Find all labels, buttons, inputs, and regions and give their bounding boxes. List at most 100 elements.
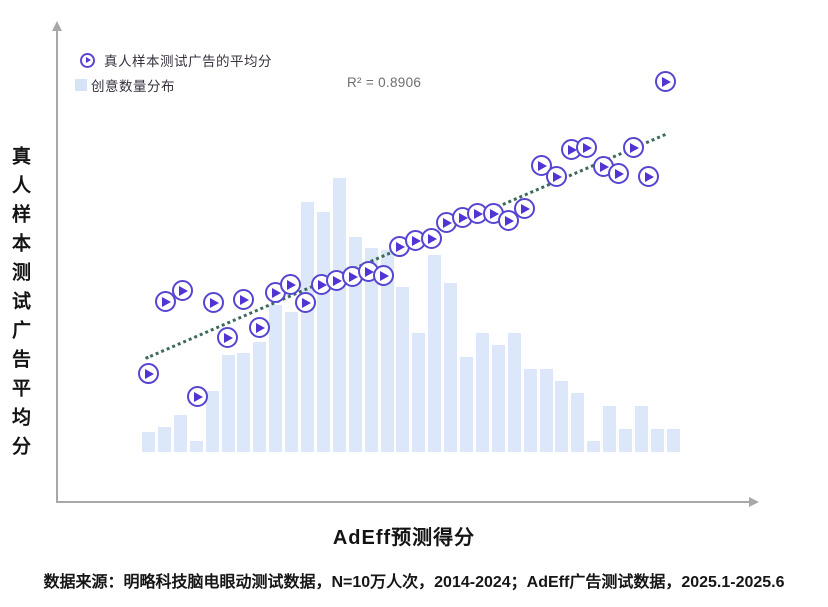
histogram-bar (523, 369, 537, 452)
play-triangle-icon (583, 142, 592, 153)
histogram-bar (475, 333, 489, 452)
scatter-point (655, 71, 676, 92)
play-triangle-icon (568, 144, 577, 155)
play-triangle-icon (428, 233, 437, 244)
scatter-point (373, 265, 394, 286)
histogram-bar (634, 406, 648, 452)
histogram-bar (253, 342, 267, 452)
play-triangle-icon (224, 332, 233, 343)
play-triangle-icon (194, 391, 203, 402)
histogram-bar (301, 202, 314, 452)
play-triangle-icon (645, 171, 654, 182)
histogram-bar (666, 429, 680, 452)
scatter-point (217, 327, 238, 348)
play-triangle-icon (538, 160, 547, 171)
scatter-point (638, 166, 659, 187)
scatter-point (421, 228, 442, 249)
play-triangle-icon (145, 368, 154, 379)
play-triangle-icon (474, 208, 483, 219)
histogram-bar (269, 305, 283, 452)
histogram-bar (237, 353, 251, 452)
legend-item-histogram: 创意数量分布 (75, 75, 175, 95)
histogram-bar (555, 381, 569, 452)
histogram-bar (603, 406, 617, 452)
histogram-bar (285, 312, 299, 452)
scatter-point (623, 137, 644, 158)
play-triangle-icon (210, 297, 219, 308)
play-triangle-icon (318, 279, 327, 290)
play-triangle-icon (256, 322, 265, 333)
play-triangle-icon (630, 142, 639, 153)
play-triangle-icon (615, 168, 624, 179)
play-triangle-icon (521, 203, 530, 214)
histogram-bar (396, 287, 410, 452)
scatter-point (155, 291, 176, 312)
histogram-swatch-icon (75, 79, 87, 91)
scatter-point (187, 386, 208, 407)
histogram-bar (157, 427, 171, 452)
y-axis-line (56, 30, 58, 503)
play-triangle-icon (459, 212, 468, 223)
histogram-bar (189, 441, 203, 452)
x-axis-line (56, 501, 751, 503)
histogram-bar (571, 393, 585, 452)
histogram-bar (332, 178, 346, 452)
histogram-bar (460, 357, 473, 452)
play-triangle-icon (365, 266, 374, 277)
play-triangle-icon (179, 285, 188, 296)
play-triangle-icon (412, 235, 421, 246)
scatter-point (249, 317, 270, 338)
play-triangle-icon (349, 271, 358, 282)
scatter-point (576, 137, 597, 158)
histogram-bar (205, 391, 219, 452)
play-triangle-icon (662, 76, 671, 87)
scatter-point (514, 198, 535, 219)
play-triangle-icon (333, 275, 342, 286)
play-circle-icon (80, 52, 95, 68)
histogram-bar (221, 355, 235, 452)
play-triangle-icon (490, 208, 499, 219)
histogram-bar (316, 212, 330, 452)
play-triangle-icon (443, 217, 452, 228)
histogram-bar (507, 333, 521, 452)
histogram-bar (587, 441, 601, 452)
play-triangle-icon (162, 296, 171, 307)
play-triangle-icon (600, 161, 609, 172)
data-source-note: 数据来源：明略科技脑电眼动测试数据，N=10万人次，2014-2024；AdEf… (43, 574, 785, 591)
play-triangle-icon (505, 215, 514, 226)
scatter-point (138, 363, 159, 384)
histogram-bar (444, 283, 458, 452)
scatter-point (295, 292, 316, 313)
histogram-bar (650, 429, 664, 452)
play-triangle-icon (396, 241, 405, 252)
y-axis-title: 真人样本测试广告平均分 (9, 146, 30, 465)
legend-histogram-label: 创意数量分布 (91, 79, 175, 94)
play-triangle-icon (240, 294, 249, 305)
scatter-point (172, 280, 193, 301)
histogram-bar (412, 333, 426, 452)
histogram-bar (142, 432, 155, 452)
play-triangle-icon (302, 297, 311, 308)
scatter-point (498, 210, 519, 231)
histogram-bar (173, 415, 187, 452)
y-axis-arrow-icon (52, 21, 62, 31)
play-triangle-icon (287, 279, 296, 290)
histogram-bar (428, 255, 442, 452)
histogram-bar (380, 250, 394, 452)
legend-scatter-label: 真人样本测试广告的平均分 (104, 54, 272, 69)
histogram-bar (364, 248, 378, 452)
scatter-point (280, 274, 301, 295)
x-axis-arrow-icon (749, 497, 759, 507)
play-triangle-icon (553, 171, 562, 182)
scatter-point (608, 163, 629, 184)
histogram-bar (539, 369, 553, 452)
histogram-bar (348, 237, 362, 452)
legend-item-scatter: 真人样本测试广告的平均分 (80, 50, 272, 70)
play-triangle-icon (380, 270, 389, 281)
x-axis-title: AdEff预测得分 (332, 527, 476, 549)
scatter-point (233, 289, 254, 310)
histogram-bar (619, 429, 632, 452)
histogram-bar (491, 345, 505, 452)
